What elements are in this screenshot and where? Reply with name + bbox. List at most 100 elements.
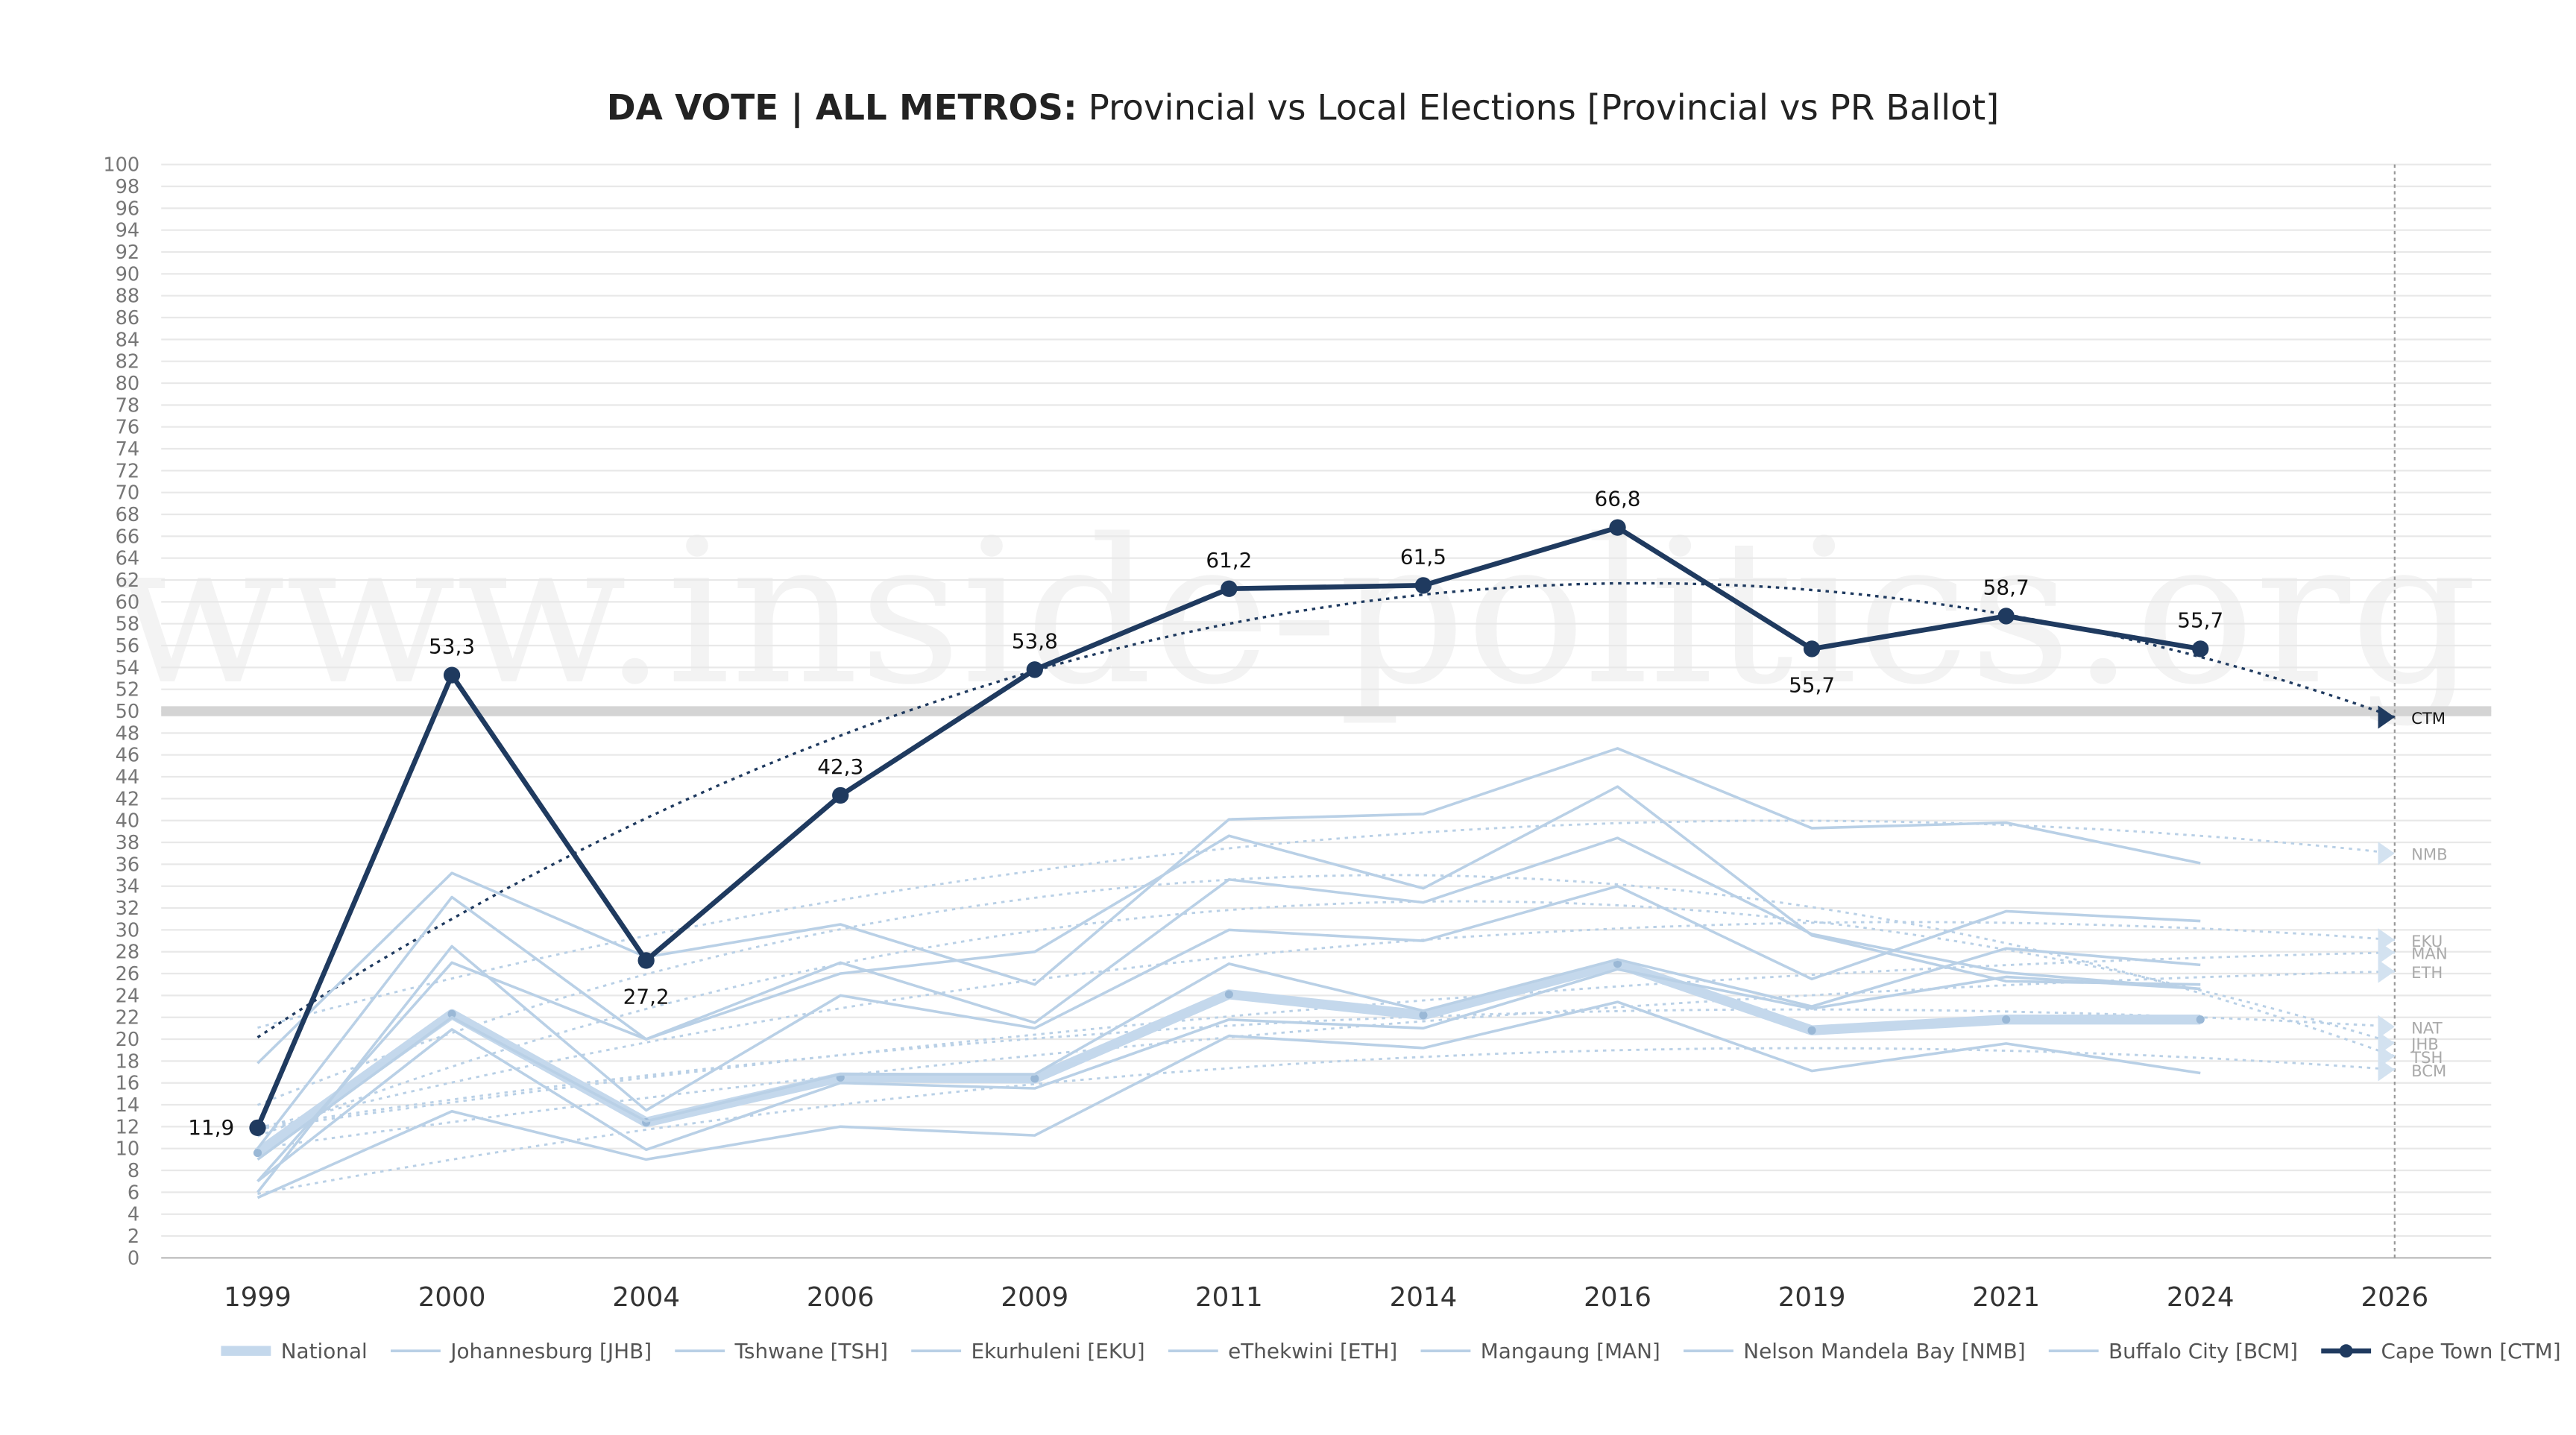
data-label: 42,3 <box>817 754 863 779</box>
legend-label: eThekwini [ETH] <box>1228 1339 1397 1363</box>
y-tick-label: 14 <box>116 1094 140 1117</box>
y-tick-label: 70 <box>116 482 140 505</box>
trend-arrow <box>2378 941 2395 965</box>
trend-arrow <box>2378 842 2395 865</box>
data-point <box>1224 990 1233 999</box>
y-tick-label: 80 <box>116 373 140 395</box>
y-tick-label: 4 <box>127 1204 139 1226</box>
trend-label: NAT <box>2411 1018 2443 1037</box>
y-tick-label: 78 <box>116 394 140 417</box>
trend-arrow <box>2378 1058 2395 1082</box>
y-tick-label: 42 <box>116 788 140 810</box>
data-point <box>1807 1026 1816 1035</box>
data-point <box>1419 1011 1428 1020</box>
y-tick-label: 86 <box>116 307 140 329</box>
y-tick-label: 92 <box>116 242 140 264</box>
y-tick-label: 60 <box>116 591 140 614</box>
y-tick-label: 88 <box>116 286 140 308</box>
x-tick-label: 1999 <box>224 1282 292 1313</box>
trend-line <box>256 874 2396 1106</box>
y-tick-label: 20 <box>116 1029 140 1051</box>
y-tick-label: 58 <box>116 614 140 636</box>
y-tick-label: 16 <box>116 1073 140 1095</box>
y-tick-label: 46 <box>116 745 140 767</box>
data-point <box>253 1149 262 1158</box>
y-tick-label: 40 <box>116 810 140 833</box>
y-tick-label: 18 <box>116 1050 140 1073</box>
data-point <box>249 1119 266 1136</box>
data-point <box>1609 519 1626 536</box>
x-tick-label: 2024 <box>2167 1282 2235 1313</box>
y-tick-label: 12 <box>116 1116 140 1138</box>
y-tick-label: 76 <box>116 417 140 439</box>
y-tick-label: 66 <box>116 526 140 548</box>
data-point <box>832 786 849 804</box>
chart-title: DA VOTE | ALL METROS: Provincial vs Loca… <box>607 88 2000 128</box>
series-line <box>256 968 2201 1183</box>
x-tick-label: 2019 <box>1778 1282 1846 1313</box>
data-label: 11,9 <box>188 1115 234 1140</box>
y-tick-label: 0 <box>127 1247 139 1270</box>
y-tick-label: 24 <box>116 985 140 1007</box>
data-point <box>443 666 461 684</box>
y-tick-label: 2 <box>127 1226 139 1248</box>
data-label: 66,8 <box>1595 487 1641 511</box>
legend-label: Mangaung [MAN] <box>1481 1339 1660 1363</box>
trend-label: CTM <box>2411 709 2446 728</box>
series-line <box>256 884 2201 1193</box>
y-tick-label: 44 <box>116 766 140 789</box>
data-point <box>447 1009 456 1018</box>
y-tick-label: 52 <box>116 679 140 701</box>
y-tick-label: 72 <box>116 460 140 482</box>
y-tick-label: 50 <box>116 701 140 723</box>
labels: 11,9 53,3 27,2 42,3 53,8 61,2 61,5 66,8 55,7 58,7… <box>188 487 2223 1140</box>
x-tick-label: 2016 <box>1584 1282 1651 1313</box>
x-tick-label: 2004 <box>612 1282 680 1313</box>
data-label: 55,7 <box>2177 608 2223 632</box>
data-point <box>1030 1074 1039 1083</box>
y-tick-label: 54 <box>116 657 140 679</box>
y-tick-label: 62 <box>116 570 140 592</box>
trend-label: NMB <box>2411 845 2448 864</box>
y-tick-label: 22 <box>116 1007 140 1029</box>
trend-line <box>257 921 2395 1129</box>
x-tick-label: 2014 <box>1390 1282 1458 1313</box>
grid: 0246810121416182022242628303234363840424… <box>103 154 2492 1313</box>
chart-title-bold: DA VOTE | ALL METROS: <box>607 88 1077 128</box>
x-tick-label: 2026 <box>2361 1282 2428 1313</box>
trend-label: ETH <box>2411 963 2443 982</box>
trend-label: TSH <box>2410 1048 2443 1067</box>
y-tick-label: 28 <box>116 942 140 964</box>
y-tick-label: 36 <box>116 854 140 876</box>
trend-line <box>256 900 2396 1138</box>
data-label: 27,2 <box>623 984 670 1009</box>
series-line <box>256 836 2201 1182</box>
chart-title-rest: Provincial vs Local Elections [Provincia… <box>1089 88 2000 128</box>
x-tick-label: 2021 <box>1972 1282 2040 1313</box>
series-line <box>256 785 2201 1149</box>
x-tick-label: 2006 <box>807 1282 875 1313</box>
data-point <box>1997 608 2015 625</box>
y-tick-label: 74 <box>116 438 140 461</box>
trend-label: JHB <box>2410 1035 2439 1053</box>
data-point <box>1026 661 1043 678</box>
trend-label: EKU <box>2411 932 2443 950</box>
data-label: 61,5 <box>1400 544 1446 569</box>
trend-arrow <box>2378 705 2395 729</box>
y-tick-label: 96 <box>116 198 140 220</box>
legend-label: National <box>281 1339 368 1363</box>
lines <box>249 519 2209 1199</box>
y-tick-label: 64 <box>116 548 140 570</box>
legend-label: Nelson Mandela Bay [NMB] <box>1743 1339 2025 1363</box>
trend-label: BCM <box>2411 1062 2446 1080</box>
legend-label: Johannesburg [JHB] <box>449 1339 652 1363</box>
trend-label: MAN <box>2411 944 2448 963</box>
y-tick-label: 84 <box>116 329 140 351</box>
y-tick-label: 30 <box>116 919 140 942</box>
y-tick-label: 32 <box>116 898 140 920</box>
data-point <box>1803 640 1821 657</box>
watermark: www.inside-politics.org <box>115 497 2478 729</box>
series-line <box>256 1000 2201 1199</box>
